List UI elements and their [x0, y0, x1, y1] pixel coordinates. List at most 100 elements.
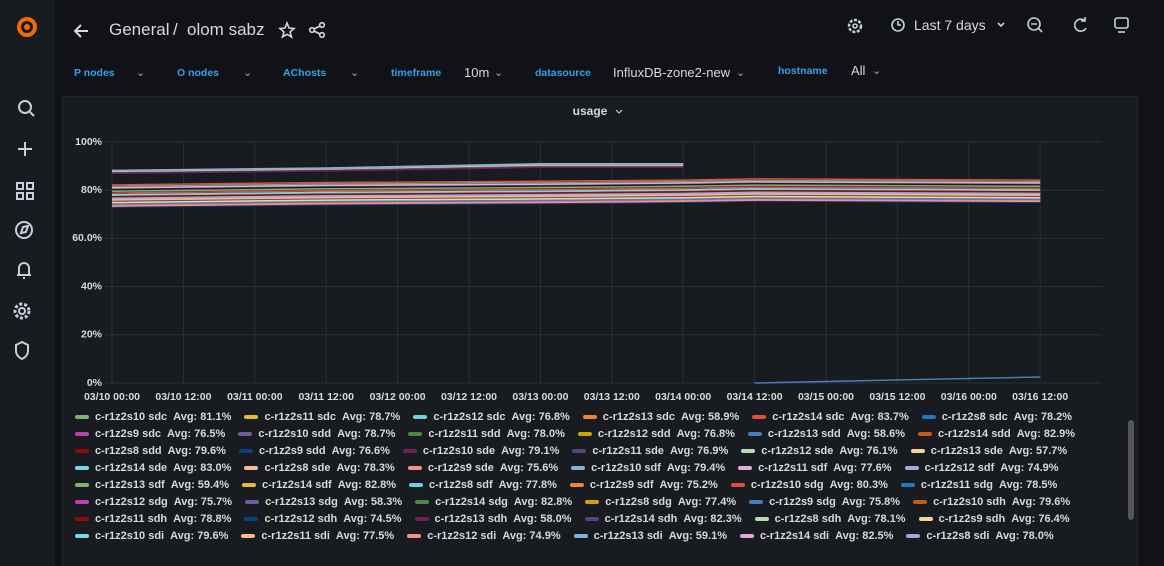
legend-name: c-r1z2s13 sdh [434, 512, 508, 525]
back-button[interactable] [70, 20, 92, 42]
legend-value: Avg: 78.0% [506, 427, 565, 440]
legend-swatch [747, 431, 762, 436]
star-button[interactable] [278, 21, 296, 39]
variable-dropdown[interactable]: ⌄ [136, 67, 146, 79]
legend-item[interactable]: c-r1z2s10 sdc Avg: 81.1% [75, 410, 231, 423]
x-tick-label: 03/12 12:00 [441, 391, 497, 403]
time-range[interactable]: Last 7 days [914, 17, 986, 33]
legend-name: c-r1z2s9 sdf [589, 478, 654, 491]
search-icon[interactable] [18, 100, 35, 117]
legend-item[interactable]: c-r1z2s10 sdh Avg: 79.6% [913, 495, 1070, 508]
legend-item[interactable]: c-r1z2s9 sde Avg: 75.6% [407, 461, 558, 474]
panel-title[interactable]: usage [573, 104, 608, 118]
legend-item[interactable]: c-r1z2s14 sdi Avg: 82.5% [740, 529, 893, 542]
legend-item[interactable]: c-r1z2s9 sdg Avg: 75.8% [749, 495, 900, 508]
variable-dropdown[interactable]: ⌄ [243, 67, 253, 79]
legend-item[interactable]: c-r1z2s10 sdd Avg: 78.7% [238, 427, 395, 440]
legend-item[interactable]: c-r1z2s12 sdc Avg: 76.8% [413, 410, 570, 423]
settings-button[interactable] [847, 18, 863, 34]
config-icon[interactable] [13, 302, 31, 320]
legend-item[interactable]: c-r1z2s12 sdf Avg: 74.9% [904, 461, 1059, 474]
legend-item[interactable]: c-r1z2s13 sdc Avg: 58.9% [582, 410, 739, 423]
legend-name: c-r1z2s11 sdc [264, 410, 337, 423]
folder-name[interactable]: General [109, 20, 170, 39]
legend-item[interactable]: c-r1z2s10 sde Avg: 79.1% [402, 444, 559, 457]
variable-value[interactable]: 10m [464, 65, 490, 80]
breadcrumb-separator: / [173, 20, 178, 39]
y-tick-label: 0% [87, 377, 103, 389]
tv-mode-button[interactable] [1114, 17, 1129, 33]
create-icon[interactable] [18, 142, 32, 156]
legend-item[interactable]: c-r1z2s13 sdh Avg: 58.0% [414, 512, 572, 525]
dashboards-icon[interactable] [16, 182, 34, 200]
legend-item[interactable]: c-r1z2s14 sdh Avg: 82.3% [584, 512, 742, 525]
zoom-out-button[interactable] [1027, 17, 1043, 33]
series-line [111, 189, 1041, 198]
legend-item[interactable]: c-r1z2s11 sdi Avg: 77.5% [241, 529, 394, 542]
legend-item[interactable]: c-r1z2s11 sdh Avg: 78.8% [75, 512, 231, 525]
legend-item[interactable]: c-r1z2s11 sdd Avg: 78.0% [408, 427, 565, 440]
legend-item[interactable]: c-r1z2s8 sdd Avg: 79.6% [75, 444, 226, 457]
series-line [111, 194, 1041, 203]
legend-item[interactable]: c-r1z2s13 sde Avg: 57.7% [910, 444, 1067, 457]
legend-name: c-r1z2s9 sdg [769, 495, 836, 508]
time-picker-caret[interactable] [997, 22, 1005, 28]
variable-dropdown[interactable]: ⌄ [494, 67, 504, 79]
legend-item[interactable]: c-r1z2s13 sdd Avg: 58.6% [747, 427, 905, 440]
variable-label: hostname [778, 65, 828, 77]
legend-item[interactable]: c-r1z2s13 sdg Avg: 58.3% [245, 495, 402, 508]
legend-item[interactable]: c-r1z2s8 sdh Avg: 78.1% [754, 512, 906, 525]
legend-item[interactable]: c-r1z2s12 sdg Avg: 75.7% [75, 495, 232, 508]
legend-item[interactable]: c-r1z2s11 sde Avg: 76.9% [572, 444, 728, 457]
legend-item[interactable]: c-r1z2s8 sdc Avg: 78.2% [921, 410, 1072, 423]
variable-value[interactable]: All [851, 63, 866, 78]
legend-item[interactable]: c-r1z2s8 sde Avg: 78.3% [244, 461, 395, 474]
refresh-button[interactable] [1073, 17, 1087, 32]
legend-item[interactable]: c-r1z2s14 sdf Avg: 82.8% [242, 478, 396, 491]
legend-item[interactable]: c-r1z2s12 sdd Avg: 76.8% [577, 427, 735, 440]
explore-icon[interactable] [15, 221, 33, 239]
legend-swatch [238, 431, 253, 436]
legend-value: Avg: 78.0% [995, 529, 1054, 542]
legend-item[interactable]: c-r1z2s13 sdf Avg: 59.4% [75, 478, 229, 491]
legend-name: c-r1z2s8 sdh [774, 512, 842, 525]
legend-item[interactable]: c-r1z2s12 sdi Avg: 74.9% [407, 529, 561, 542]
legend-item[interactable]: c-r1z2s9 sdh Avg: 76.4% [918, 512, 1070, 525]
legend-item[interactable]: c-r1z2s14 sde Avg: 83.0% [75, 461, 231, 474]
legend-item[interactable]: c-r1z2s14 sdd Avg: 82.9% [917, 427, 1075, 440]
scrollbar[interactable] [1128, 420, 1134, 520]
legend-item[interactable]: c-r1z2s14 sdg Avg: 82.8% [415, 495, 572, 508]
grafana-logo[interactable] [17, 17, 37, 37]
share-button[interactable] [308, 21, 326, 39]
variable-value[interactable]: InfluxDB-zone2-new [613, 65, 731, 80]
time-picker-icon[interactable] [891, 18, 905, 32]
legend-item[interactable]: c-r1z2s10 sdi Avg: 79.6% [75, 529, 228, 542]
alerting-icon[interactable] [17, 262, 31, 279]
legend-name: c-r1z2s8 sdg [605, 495, 672, 508]
legend-item[interactable]: c-r1z2s10 sdg Avg: 80.3% [730, 478, 888, 491]
panel-menu-caret[interactable] [615, 109, 623, 114]
legend-item[interactable]: c-r1z2s8 sdg Avg: 77.4% [585, 495, 736, 508]
admin-icon[interactable] [15, 340, 29, 361]
variable-dropdown[interactable]: ⌄ [736, 67, 746, 79]
legend-item[interactable]: c-r1z2s11 sdg Avg: 78.5% [900, 478, 1057, 491]
variable-dropdown[interactable]: ⌄ [872, 65, 882, 77]
legend-item[interactable]: c-r1z2s11 sdf Avg: 77.6% [738, 461, 892, 474]
legend-item[interactable]: c-r1z2s12 sde Avg: 76.1% [741, 444, 898, 457]
x-tick-label: 03/11 12:00 [298, 391, 354, 403]
sidebar [0, 0, 55, 566]
x-tick-label: 03/14 00:00 [655, 391, 711, 403]
legend-item[interactable]: c-r1z2s9 sdd Avg: 76.6% [238, 444, 390, 457]
legend-item[interactable]: c-r1z2s13 sdi Avg: 59.1% [573, 529, 727, 542]
legend-value: Avg: 74.5% [343, 512, 402, 525]
legend-item[interactable]: c-r1z2s14 sdc Avg: 83.7% [752, 410, 909, 423]
legend-item[interactable]: c-r1z2s9 sdf Avg: 75.2% [569, 478, 718, 491]
legend-item[interactable]: c-r1z2s11 sdc Avg: 78.7% [244, 410, 400, 423]
legend-item[interactable]: c-r1z2s9 sdc Avg: 76.5% [75, 427, 225, 440]
legend-item[interactable]: c-r1z2s8 sdf Avg: 77.8% [409, 478, 557, 491]
legend-item[interactable]: c-r1z2s10 sdf Avg: 79.4% [571, 461, 725, 474]
legend-item[interactable]: c-r1z2s8 sdi Avg: 78.0% [906, 529, 1054, 542]
legend-swatch [409, 482, 424, 487]
variable-dropdown[interactable]: ⌄ [350, 67, 360, 79]
legend-item[interactable]: c-r1z2s12 sdh Avg: 74.5% [244, 512, 402, 525]
